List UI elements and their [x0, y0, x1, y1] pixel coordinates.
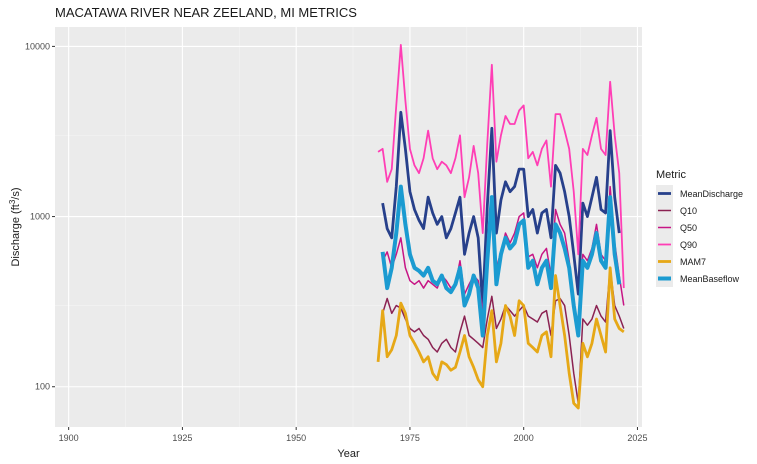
legend-item-q90: Q90: [656, 236, 697, 253]
y-axis-ticks: 100 1000 10000: [25, 41, 55, 392]
legend-items: MeanDischarge Q10 Q50 Q90 MAM7 MeanBaseflow: [656, 185, 743, 287]
x-tick-label: 1975: [400, 433, 420, 443]
minor-gridlines: [55, 27, 642, 427]
legend-label: Q90: [680, 240, 697, 250]
plot-panel: [55, 27, 642, 427]
legend: Metric MeanDischarge Q10 Q50 Q90 MAM7 MeanBas…: [656, 169, 743, 287]
legend-label: MAM7: [680, 257, 706, 267]
x-tick-label: 1900: [59, 433, 79, 443]
chart-title: MACATAWA RIVER NEAR ZEELAND, MI METRICS: [55, 5, 357, 20]
legend-item-meandischarge: MeanDischarge: [656, 185, 743, 202]
legend-title: Metric: [656, 169, 686, 181]
legend-item-q50: Q50: [656, 219, 697, 236]
y-tick-label: 10000: [25, 41, 50, 51]
legend-label: MeanDischarge: [680, 189, 743, 199]
series-lines: [376, 44, 625, 410]
legend-item-mam7: MAM7: [656, 253, 706, 270]
major-gridlines: [55, 27, 642, 427]
legend-item-q10: Q10: [656, 202, 697, 219]
y-tick-label: 1000: [30, 212, 50, 222]
series-line-q10: [381, 267, 625, 404]
legend-label: Q50: [680, 223, 697, 233]
series-line-meanbaseflow: [380, 184, 622, 338]
legend-label: MeanBaseflow: [680, 274, 740, 284]
x-tick-label: 1950: [286, 433, 306, 443]
legend-label: Q10: [680, 206, 697, 216]
x-axis-ticks: 1900 1925 1950 1975 2000 2025: [59, 427, 647, 443]
series-line-meandischarge: [381, 110, 621, 307]
x-tick-label: 2000: [514, 433, 534, 443]
y-tick-label: 100: [35, 382, 50, 392]
y-axis-label: Discharge (ft3/s): [8, 187, 22, 266]
x-tick-label: 1925: [172, 433, 192, 443]
x-axis-label: Year: [337, 448, 360, 460]
series-line-q90: [377, 44, 625, 289]
x-tick-label: 2025: [627, 433, 647, 443]
legend-item-meanbaseflow: MeanBaseflow: [656, 270, 740, 287]
series-line-mam7: [376, 266, 625, 410]
